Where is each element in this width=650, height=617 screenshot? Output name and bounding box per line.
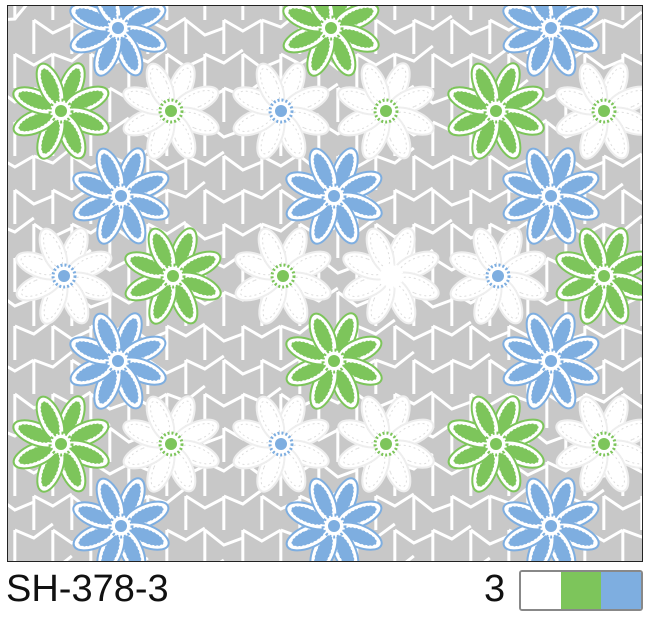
white-flower xyxy=(232,62,330,160)
green-flower xyxy=(447,62,545,160)
color-chip-white xyxy=(521,572,561,609)
green-flower xyxy=(12,62,110,160)
green-flower xyxy=(282,6,380,77)
blue-flower xyxy=(72,147,170,245)
blue-flower xyxy=(69,312,167,410)
white-flower xyxy=(337,395,435,493)
white-flower xyxy=(555,62,642,160)
white-flower xyxy=(337,62,435,160)
green-flower xyxy=(124,227,222,325)
color-count: 3 xyxy=(484,568,506,610)
white-flower xyxy=(232,395,330,493)
blue-flower xyxy=(69,6,167,77)
fabric-pattern-swatch xyxy=(7,5,643,562)
white-flower xyxy=(555,395,642,493)
white-flower xyxy=(122,395,220,493)
green-flower xyxy=(447,395,545,493)
green-flower xyxy=(285,312,383,410)
colorway-chips xyxy=(519,570,643,611)
blue-flower xyxy=(502,6,600,77)
white-flower xyxy=(234,227,332,325)
design-code: SH-378-3 xyxy=(6,568,169,610)
color-chip-blue xyxy=(601,572,641,609)
floral-pattern xyxy=(8,6,642,561)
white-flower xyxy=(122,62,220,160)
white-flower xyxy=(15,227,113,325)
green-flower xyxy=(555,227,642,325)
blue-flower xyxy=(502,147,600,245)
blue-flower xyxy=(285,147,383,245)
white-flower xyxy=(449,227,547,325)
blue-flower xyxy=(72,477,170,561)
green-flower xyxy=(12,395,110,493)
color-chip-green xyxy=(561,572,601,609)
white-flower xyxy=(342,227,440,325)
blue-flower xyxy=(502,312,600,410)
blue-flower xyxy=(502,477,600,561)
blue-flower xyxy=(285,477,383,561)
